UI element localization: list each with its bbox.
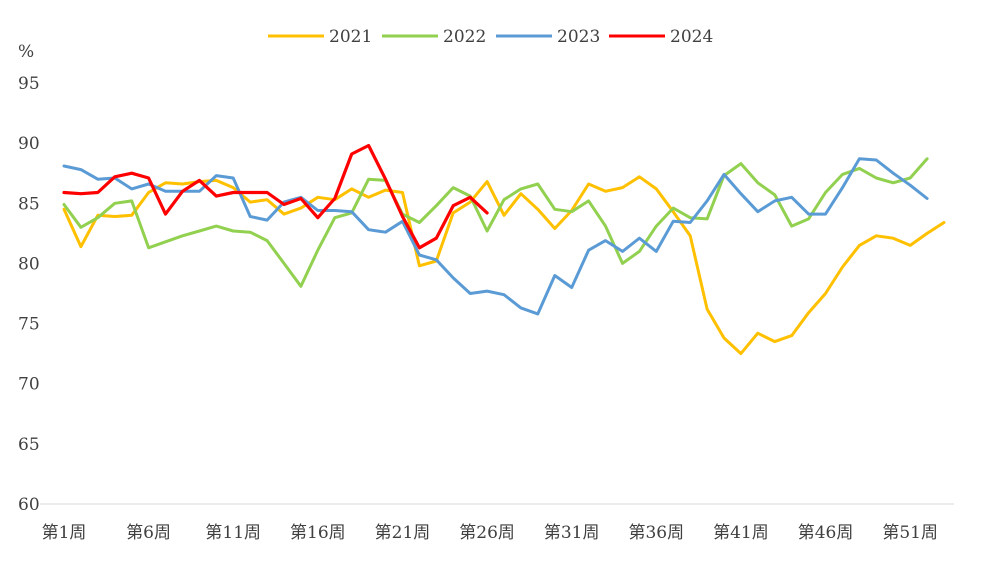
x-tick-label: 第16周 <box>290 523 346 543</box>
legend-item-2021: 2021 <box>268 27 372 47</box>
x-tick-label: 第31周 <box>544 523 600 543</box>
x-tick-label: 第6周 <box>126 523 171 543</box>
legend-item-2022: 2022 <box>382 27 486 47</box>
series-line-2022 <box>62 157 929 288</box>
x-tick-label: 第11周 <box>205 523 261 543</box>
x-tick-label: 第21周 <box>375 523 431 543</box>
legend-item-2024: 2024 <box>609 27 713 47</box>
series-line-2021 <box>62 175 946 356</box>
x-tick-label: 第36周 <box>628 523 684 543</box>
y-tick-label: 80 <box>18 254 40 274</box>
y-tick-label: 60 <box>18 495 40 515</box>
x-tick-label: 第26周 <box>459 523 515 543</box>
y-tick-label: 85 <box>18 194 40 214</box>
x-tick-label: 第51周 <box>882 523 938 543</box>
series-layer <box>62 143 946 356</box>
y-axis: 60 65 70 75 80 85 90 95 <box>18 74 40 515</box>
x-tick-label: 第1周 <box>42 523 87 543</box>
y-tick-label: 65 <box>18 435 40 455</box>
legend-label: 2023 <box>557 27 600 47</box>
legend-item-2023: 2023 <box>496 27 600 47</box>
y-tick-label: 70 <box>18 375 40 395</box>
series-line-2024 <box>62 143 489 250</box>
x-tick-label: 第41周 <box>713 523 769 543</box>
y-tick-label: 95 <box>18 74 40 94</box>
series-line-2023 <box>62 157 929 316</box>
legend: 2021 2022 2023 2024 <box>268 27 713 47</box>
y-axis-unit-label: % <box>18 42 34 62</box>
legend-label: 2022 <box>443 27 486 47</box>
legend-label: 2021 <box>329 27 372 47</box>
x-tick-label: 第46周 <box>798 523 854 543</box>
x-axis: 第1周 第6周 第11周 第16周 第21周 第26周 第31周 第36周 第41周 第46周 第5… <box>42 523 938 543</box>
y-tick-label: 90 <box>18 134 40 154</box>
legend-label: 2024 <box>670 27 713 47</box>
y-tick-label: 75 <box>18 315 40 335</box>
